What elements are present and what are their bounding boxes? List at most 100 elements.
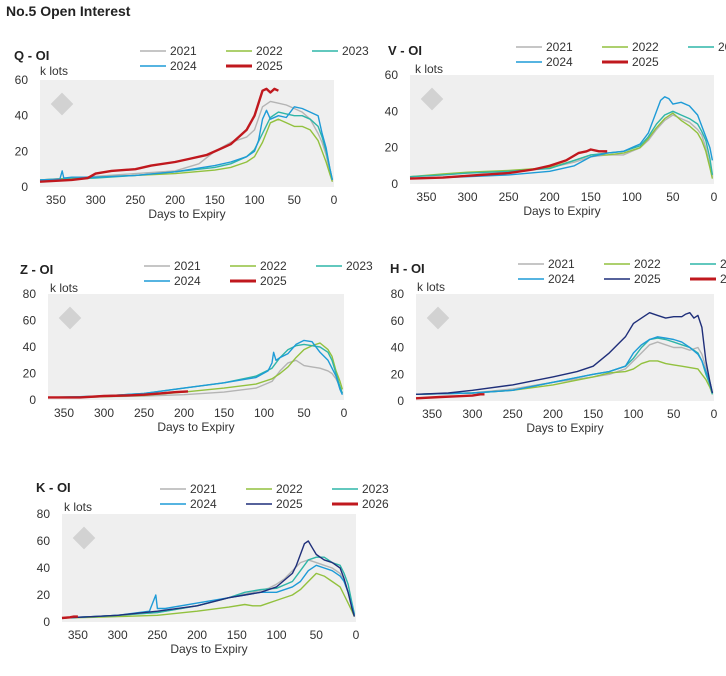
y-tick-label: 20 (385, 141, 399, 155)
x-tick-label: 350 (416, 190, 436, 204)
watermark-logo-icon (420, 87, 444, 111)
x-tick-label: 50 (666, 190, 680, 204)
legend-label: 2023 (718, 40, 726, 54)
legend-label: 2022 (256, 44, 283, 58)
legend-label: 2022 (260, 259, 287, 273)
y-tick-label: 40 (391, 341, 405, 355)
series-line-2024 (409, 96, 714, 180)
plot-area (48, 294, 344, 400)
legend-label: 2025 (260, 274, 287, 288)
legend-label: 2024 (170, 59, 197, 73)
x-axis-label: Days to Expiry (148, 207, 225, 221)
legend-label: 2021 (546, 40, 573, 54)
y-axis-label: k lots (417, 280, 445, 294)
x-tick-label: 200 (187, 628, 207, 642)
chart-title: Z - OI (20, 262, 53, 277)
x-tick-label: 350 (54, 406, 74, 420)
y-tick-label: 20 (37, 588, 51, 602)
x-tick-label: 300 (94, 406, 114, 420)
y-tick-label: 40 (37, 561, 51, 575)
legend: 2021 2022 2023 2024 2025 (516, 40, 726, 69)
y-tick-label: 60 (15, 73, 29, 87)
series-line-2024 (47, 339, 344, 399)
legend-label: 2022 (276, 482, 303, 496)
x-tick-label: 300 (86, 193, 106, 207)
series-line-2021 (415, 341, 714, 395)
y-tick-label: 0 (21, 180, 28, 194)
x-axis-label: Days to Expiry (526, 421, 603, 435)
series-line-2025 (415, 312, 714, 395)
x-axis-label: Days to Expiry (170, 642, 247, 656)
legend-label: 2024 (174, 274, 201, 288)
series-line-2025 (48, 390, 189, 399)
plot-area (416, 294, 714, 401)
x-tick-label: 250 (499, 190, 519, 204)
series-line-2025 (39, 87, 279, 183)
x-tick-label: 100 (623, 407, 643, 421)
chart-k: K - OI k lots 0 20 40 60 80 350 300 250 200 150 100 5… (36, 480, 389, 656)
x-tick-label: 0 (341, 406, 348, 420)
x-axis-label: Days to Expiry (157, 420, 234, 434)
series-line-2025 (409, 148, 608, 180)
chart-title: Q - OI (14, 48, 49, 63)
y-tick-label: 60 (385, 68, 399, 82)
chart-z: Z - OI k lots 0 20 40 60 80 350 300 250 200 150 100 5… (20, 259, 373, 434)
watermark-logo-icon (72, 526, 96, 550)
y-tick-label: 0 (29, 393, 36, 407)
x-tick-label: 0 (353, 628, 360, 642)
x-tick-label: 250 (125, 193, 145, 207)
x-tick-label: 100 (254, 406, 274, 420)
x-tick-label: 350 (46, 193, 66, 207)
y-axis-label: k lots (50, 281, 78, 295)
chart-q: Q - OIk lots 0 20 40 60 350 300 250 200 150 100 50 0… (14, 44, 369, 221)
x-axis-label: Days to Expiry (523, 204, 600, 218)
y-tick-label: 40 (23, 340, 37, 354)
legend-label: 2025 (632, 55, 659, 69)
legend-label: 2021 (174, 259, 201, 273)
legend-label: 2026 (362, 497, 389, 511)
x-tick-label: 350 (422, 407, 442, 421)
y-tick-label: 80 (391, 287, 405, 301)
y-tick-label: 40 (15, 109, 29, 123)
chart-title: K - OI (36, 480, 71, 495)
y-tick-label: 60 (391, 314, 405, 328)
legend-label: 2022 (634, 257, 661, 271)
x-tick-label: 200 (543, 407, 563, 421)
series-line-2022 (415, 360, 714, 395)
legend-label: 2025 (276, 497, 303, 511)
y-axis-label: k lots (40, 64, 68, 78)
legend-label: 2025 (256, 59, 283, 73)
page-title: No.5 Open Interest (6, 3, 131, 19)
legend: 2021 2022 2023 2024 2025 2026 (160, 482, 389, 511)
legend-label: 2025 (634, 272, 661, 286)
legend-label: 2023 (720, 257, 726, 271)
y-tick-label: 60 (37, 534, 51, 548)
series-line-2024 (61, 564, 356, 619)
series-line-2024 (415, 336, 714, 395)
legend-label: 2021 (190, 482, 217, 496)
legend-label: 2023 (362, 482, 389, 496)
watermark-logo-icon (50, 92, 74, 116)
series-line-2026 (415, 393, 485, 400)
series-line-2025 (61, 540, 356, 619)
x-tick-label: 50 (297, 406, 311, 420)
series-line-2024 (39, 106, 334, 181)
legend-label: 2024 (548, 272, 575, 286)
x-tick-label: 350 (68, 628, 88, 642)
chart-title: V - OI (388, 43, 422, 58)
x-tick-label: 150 (583, 407, 603, 421)
chart-h: H - OI k lots 0 20 40 60 80 350 300 250 200 150 100 5… (390, 257, 726, 435)
x-tick-label: 250 (134, 406, 154, 420)
legend-label: 2023 (346, 259, 373, 273)
legend-label: 2022 (632, 40, 659, 54)
x-tick-label: 100 (267, 628, 287, 642)
y-axis-label: k lots (64, 500, 92, 514)
y-tick-label: 20 (391, 367, 405, 381)
y-tick-label: 60 (23, 314, 37, 328)
x-tick-label: 150 (581, 190, 601, 204)
x-tick-label: 200 (540, 190, 560, 204)
legend-label: 2026 (720, 272, 726, 286)
plot-area (40, 80, 334, 187)
x-tick-label: 250 (503, 407, 523, 421)
